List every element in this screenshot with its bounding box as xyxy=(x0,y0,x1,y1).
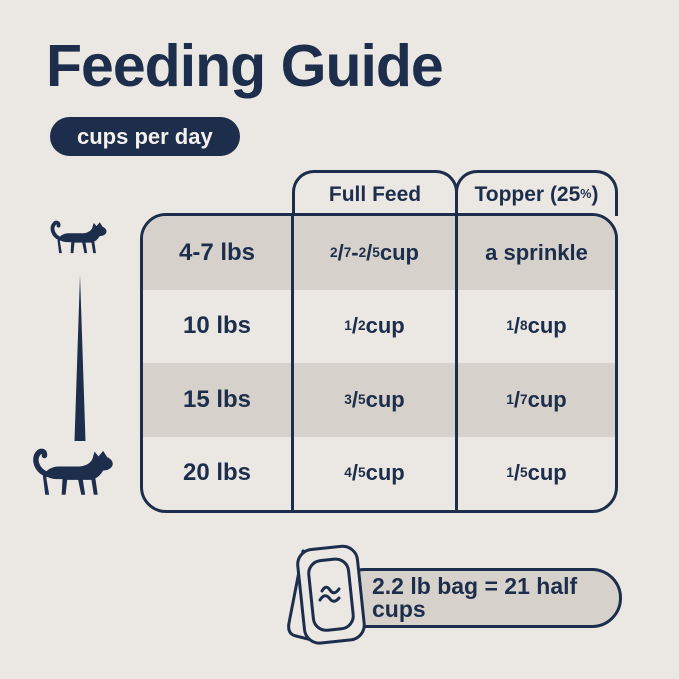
badge-label: cups per day xyxy=(77,123,213,149)
full-feed-header-label: Full Feed xyxy=(328,183,422,206)
topper-header-label: Topper (25 xyxy=(474,183,581,206)
full-feed-cell: 4/5 cup xyxy=(291,436,455,510)
cups-per-day-badge: cups per day xyxy=(50,117,240,156)
bag-note-pill: 2.2 lb bag = 21 half cups xyxy=(335,568,622,628)
topper-cell: a sprinkle xyxy=(455,216,615,290)
topper-cell: 1/5 cup xyxy=(455,436,615,510)
feeding-table: 4-7 lbs 2/7-2/5 cup a sprinkle 10 lbs 1/… xyxy=(140,213,618,513)
weight-cell: 15 lbs xyxy=(182,385,252,413)
table-row: 15 lbs 3/5 cup 1/7 cup xyxy=(143,363,615,437)
topper-cell: 1/7 cup xyxy=(455,363,615,437)
topper-percent-sup: % xyxy=(580,187,592,202)
full-feed-cell: 1/2 cup xyxy=(291,289,455,363)
topper-cell: 1/8 cup xyxy=(455,289,615,363)
bag-icon xyxy=(287,544,366,645)
small-cat-icon xyxy=(50,220,109,256)
page-title: Feeding Guide xyxy=(46,33,444,99)
table-row: 20 lbs 4/5 cup 1/5 cup xyxy=(143,436,615,510)
table-row: 4-7 lbs 2/7-2/5 cup a sprinkle xyxy=(143,216,615,290)
table-row: 10 lbs 1/2 cup 1/8 cup xyxy=(143,289,615,363)
column-header-full-feed: Full Feed xyxy=(292,170,458,216)
weight-cell: 20 lbs xyxy=(182,459,252,487)
growth-wedge-icon xyxy=(74,275,86,441)
full-feed-cell: 2/7-2/5 cup xyxy=(291,216,455,290)
topper-header-close: ) xyxy=(591,183,599,206)
large-cat-icon xyxy=(28,446,122,509)
full-feed-cell: 3/5 cup xyxy=(291,363,455,437)
column-header-topper: Topper (25%) xyxy=(455,170,618,216)
bag-note-text: 2.2 lb bag = 21 half cups xyxy=(372,573,578,622)
weight-cell: 4-7 lbs xyxy=(178,238,256,266)
weight-cell: 10 lbs xyxy=(182,312,252,340)
